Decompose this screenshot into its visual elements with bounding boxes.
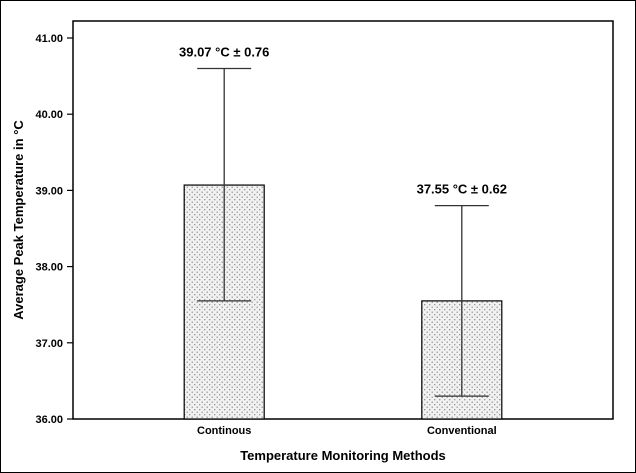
value-labels-layer: 39.07 °C ± 0.76 37.55 °C ± 0.62 — [179, 44, 507, 196]
y-axis-ticks-layer: 36.00 37.00 38.00 39.00 40.00 41.00 — [35, 33, 73, 426]
error-bars-layer — [197, 67, 489, 397]
y-axis-title: Average Peak Temperature in °C — [11, 120, 26, 320]
x-category-label: Conventional — [427, 425, 497, 437]
x-category-label: Continous — [197, 425, 251, 437]
x-category-labels-layer: Continous Conventional — [197, 425, 497, 437]
value-label: 37.55 °C ± 0.62 — [417, 182, 507, 197]
y-tick-label: 39.00 — [35, 185, 63, 197]
y-tick-label: 37.00 — [35, 338, 63, 350]
value-label: 39.07 °C ± 0.76 — [179, 44, 269, 59]
y-tick-label: 38.00 — [35, 262, 63, 274]
y-tick-label: 41.00 — [35, 33, 63, 45]
y-tick-label: 40.00 — [35, 109, 63, 121]
x-axis-title: Temperature Monitoring Methods — [240, 448, 446, 463]
plot-border — [72, 20, 614, 420]
y-tick-label: 36.00 — [35, 414, 63, 426]
